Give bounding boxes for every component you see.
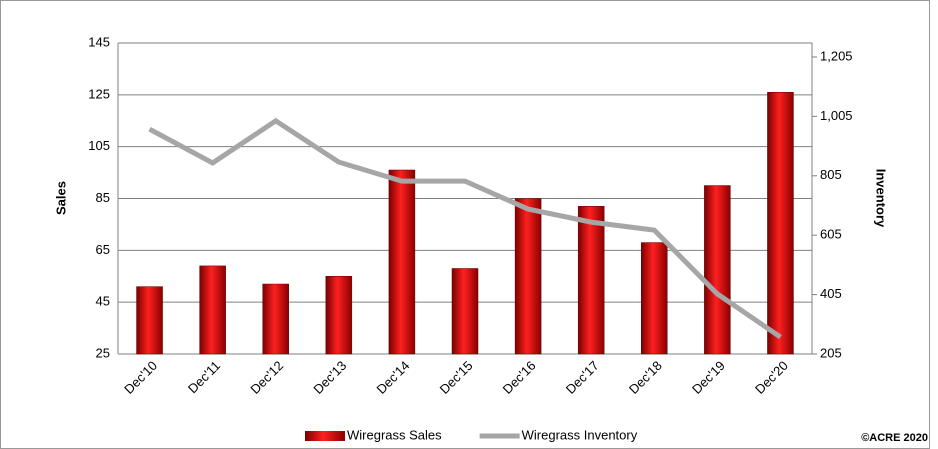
bar — [577, 206, 605, 355]
y-tick-label: 85 — [96, 190, 110, 205]
y2-tick-label: 805 — [820, 167, 842, 182]
bar — [199, 265, 226, 355]
y-tick-label: 145 — [88, 34, 110, 49]
x-tick-label: Dec'11 — [185, 358, 223, 396]
legend-label: Wiregrass Sales — [347, 427, 442, 442]
y-tick-label: 105 — [88, 138, 110, 153]
x-tick-label: Dec'19 — [689, 358, 728, 397]
x-tick-label: Dec'10 — [121, 358, 160, 397]
bar — [514, 198, 542, 355]
bar — [451, 268, 479, 355]
x-tick-label: Dec'18 — [626, 358, 665, 397]
y2-tick-label: 1,205 — [820, 48, 853, 63]
bar — [641, 242, 668, 355]
copyright: ©ACRE 2020 — [861, 432, 928, 444]
legend-label: Wiregrass Inventory — [522, 427, 638, 442]
bar — [136, 286, 163, 355]
line — [148, 117, 782, 340]
bar — [388, 169, 416, 355]
y2-tick-label: 405 — [820, 286, 842, 301]
y-tick-label: 65 — [96, 242, 110, 257]
x-tick-label: Dec'17 — [563, 358, 602, 397]
legend-swatch — [305, 431, 345, 441]
y-tick-label: 45 — [96, 294, 110, 309]
x-tick-label: Dec'14 — [374, 358, 413, 397]
y2-tick-label: 1,005 — [820, 108, 853, 123]
x-tick-label: Dec'20 — [752, 358, 791, 397]
bar — [262, 283, 289, 355]
x-tick-label: Dec'15 — [437, 358, 476, 397]
bar — [325, 276, 353, 355]
x-tick-label: Dec'16 — [500, 358, 539, 397]
y-tick-label: 125 — [88, 86, 110, 101]
bar — [767, 91, 794, 355]
bar — [704, 185, 731, 355]
y2-axis-title: Inventory — [874, 169, 889, 228]
y-tick-label: 25 — [96, 345, 110, 360]
y2-tick-label: 205 — [820, 345, 842, 360]
y-axis-title: Sales — [53, 181, 68, 215]
x-tick-label: Dec'13 — [310, 358, 349, 397]
x-tick-label: Dec'12 — [247, 358, 286, 397]
y2-tick-label: 605 — [820, 227, 842, 242]
